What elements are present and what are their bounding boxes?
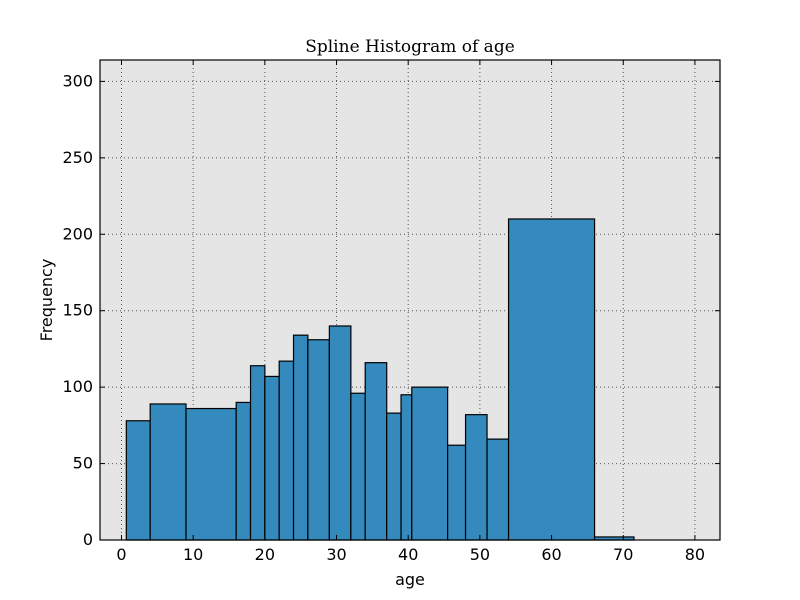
x-axis-ticks: 0 10 20 30 40 50 60 70 80 [116, 60, 705, 564]
x-tick-label: 30 [326, 545, 346, 564]
x-tick-label: 60 [541, 545, 561, 564]
histogram-bar [307, 339, 330, 541]
histogram-bar [507, 218, 596, 541]
histogram-bar [235, 401, 252, 541]
histogram-bar [292, 334, 309, 541]
x-tick-label: 80 [685, 545, 705, 564]
x-tick-label: 50 [470, 545, 490, 564]
histogram-bar [264, 375, 280, 541]
x-tick-label: 40 [398, 545, 418, 564]
bars [125, 218, 635, 541]
chart-title: Spline Histogram of age [305, 37, 515, 57]
histogram-bar [149, 403, 187, 541]
x-tick-label: 0 [116, 545, 126, 564]
y-tick-label: 150 [62, 301, 93, 320]
plot-frame [99, 59, 721, 541]
histogram-bar [486, 438, 510, 541]
y-axis-ticks: 0 50 100 150 200 250 300 [62, 71, 720, 549]
histogram-bar [400, 394, 413, 541]
y-axis-label: Frequency [37, 259, 56, 342]
histogram-bar [364, 362, 388, 541]
grid [100, 60, 720, 541]
x-axis-label: age [395, 570, 425, 589]
x-tick-label: 10 [183, 545, 203, 564]
y-tick-label: 100 [62, 377, 93, 396]
histogram-bar [278, 360, 295, 541]
y-tick-label: 250 [62, 148, 93, 167]
x-tick-label: 20 [255, 545, 275, 564]
histogram-bar [249, 365, 266, 541]
histogram-bar [464, 414, 488, 541]
histogram-bar [447, 444, 467, 541]
y-tick-label: 50 [73, 454, 93, 473]
histogram-bar [350, 392, 366, 541]
y-tick-label: 200 [62, 224, 93, 243]
y-tick-label: 0 [83, 530, 93, 549]
x-tick-label: 70 [613, 545, 633, 564]
histogram-bar [125, 420, 151, 541]
histogram-bar [328, 325, 352, 541]
histogram-bar [386, 412, 402, 541]
histogram-bar [185, 407, 237, 541]
histogram-bar [411, 386, 449, 541]
y-tick-label: 300 [62, 71, 93, 90]
